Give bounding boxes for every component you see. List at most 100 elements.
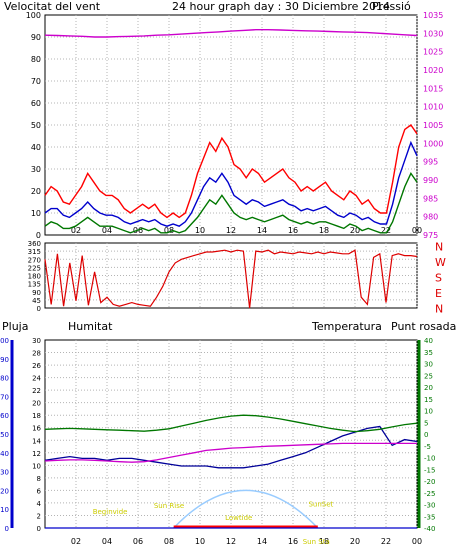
wind-x-tick: 18 [319,226,329,235]
temperature-axis-tick: -40 [424,525,435,533]
wind-series-gust [44,124,418,219]
temperature-axis-tick: 10 [424,408,433,416]
wind-left-axis: 0 10 20 30 40 50 60 70 80 90 100 [26,11,41,240]
temperature-axis-tick: 25 [424,372,433,380]
pressure-axis-tick: 1015 [423,84,443,93]
sun-label-lowtide: Lowtide [225,514,252,522]
humidity-axis-tick: 30 [32,337,41,345]
temperature-axis-tick: 0 [424,431,428,439]
direction-series-direction [44,249,418,309]
pressure-right-axis: 975 980 985 990 995 1000 1005 1010 1015 1020 1025 1… [423,11,443,240]
pressure-axis-tick: 985 [423,194,438,203]
wind-x-tick: 10 [195,226,205,235]
pressure-axis-tick: 1030 [423,29,443,38]
temperature-axis-tick: 30 [424,361,433,369]
pressure-axis-tick: 1020 [423,66,443,75]
wind-axis-tick: 70 [31,77,41,86]
rain-axis-tick: 30 [0,469,9,477]
direction-axis-tick: 135 [28,281,41,289]
humidity-axis-tick: 4 [37,500,42,508]
temp-x-tick: 22 [381,537,391,546]
direction-compass-label: S [435,272,442,285]
humidity-axis-tick: 16 [32,425,41,433]
direction-axis-tick: 225 [28,264,41,272]
sun-label-begin: Beginvide [93,508,128,516]
rain-axis-tick: 40 [0,450,9,458]
wind-axis-tick: 100 [26,11,41,20]
wind-x-tick: 12 [226,226,236,235]
wind-axis-tick: 0 [36,231,41,240]
wind-series-minimum [44,171,418,234]
temperature-axis-tick: 15 [424,396,433,404]
wind-x-tick: 04 [102,226,112,235]
direction-grid [45,243,418,308]
wind-x-tick: 08 [164,226,174,235]
rain-axis-tick: 10 [0,506,9,514]
wind-x-tick: 00 [412,226,422,235]
temp-x-tick: 08 [164,537,174,546]
humidity-axis-tick: 6 [37,487,42,495]
direction-axis-tick: 90 [32,289,41,297]
rain-axis-tick: 90 [0,356,9,364]
sun-label-sunset_bottom: Sun Sta [303,538,330,546]
wind-title: Velocitat del vent [4,0,101,13]
humidity-axis-tick: 22 [32,387,41,395]
humidity-axis-tick: 18 [32,412,41,420]
direction-compass-label: E [435,287,442,300]
temperature-axis-tick: -10 [424,455,435,463]
wind-grid [45,15,418,235]
humidity-axis-tick: 8 [37,475,41,483]
humidity-axis-tick: 2 [37,512,41,520]
rain-axis-tick: 50 [0,431,9,439]
direction-axis-tick: 180 [28,273,41,281]
wind-x-tick: 22 [381,226,391,235]
direction-series [44,249,418,309]
temp-x-tick: 20 [350,537,360,546]
humidity-axis-tick: 24 [32,375,41,383]
pressure-title: Pressió [372,0,411,13]
sun-arc [173,489,319,529]
pressure-axis-tick: 1025 [423,48,443,57]
temperature-axis-tick: -5 [424,443,431,451]
temp-x-tick: 00 [412,537,422,546]
direction-axis-tick: 270 [28,256,41,264]
wind-axis-tick: 30 [31,165,41,174]
temperature-axis-tick: -20 [424,478,435,486]
direction-axis-tick: 0 [37,305,41,313]
temp-x-tick: 12 [226,537,236,546]
rain-axis-tick: 100 [0,337,9,345]
temperature-axis-tick: 5 [424,419,428,427]
wind-axis-tick: 80 [31,55,41,64]
pressure-axis-tick: 995 [423,158,438,167]
temp-x-tick: 04 [102,537,112,546]
pressure-axis-tick: 1035 [423,11,443,20]
direction-compass-label: W [435,256,446,269]
temperature-axis-tick: -30 [424,502,435,510]
wind-series-average [44,140,418,227]
temp-x-tick: 14 [257,537,267,546]
temperature-title: Temperatura [311,320,382,333]
date-title: 24 hour graph day : 30 Diciembre 2014 [172,0,390,13]
temp-series-temperature [44,414,418,433]
direction-compass-label: N [435,302,443,315]
pressure-axis-tick: 1000 [423,139,443,148]
temperature-axis-tick: -25 [424,490,435,498]
humidity-axis-tick: 12 [32,450,41,458]
wind-x-tick: 20 [350,226,360,235]
temp-series [44,414,418,529]
temp-series-dewpoint [44,442,417,463]
temp-grid [45,340,418,528]
rain-axis: 0 10 20 30 40 50 60 70 80 90 100 [0,337,14,533]
temp-x-tick: 18 [319,537,329,546]
rain-axis-tick: 60 [0,412,9,420]
wind-axis-tick: 40 [31,143,41,152]
dewpoint-title: Punt rosada [391,320,456,333]
temp-x-tick: 06 [133,537,143,546]
wind-x-tick: 16 [288,226,298,235]
